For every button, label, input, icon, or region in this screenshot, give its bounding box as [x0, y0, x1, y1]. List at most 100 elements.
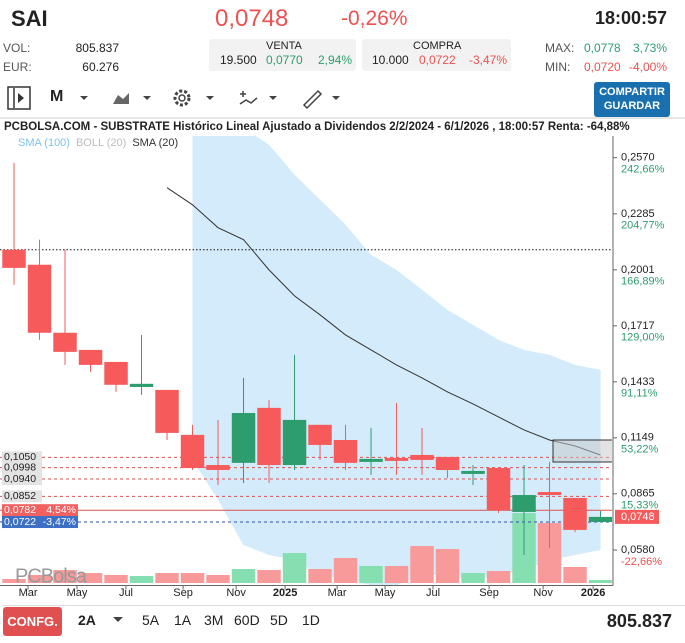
level-label-bg — [2, 451, 42, 464]
order-box — [362, 39, 511, 71]
y-tick-label: 0,1149 — [621, 432, 654, 444]
share-button[interactable]: COMPARTIR GUARDAR — [594, 82, 670, 117]
range[interactable]: 1A — [174, 612, 192, 628]
y2-tick-label: 166,89% — [621, 276, 665, 288]
y-tick-label: 0,2285 — [621, 208, 655, 220]
legend-entry: SMA (20) — [132, 137, 178, 149]
button-text: GUARDAR — [603, 100, 661, 112]
volume-bar — [180, 573, 205, 583]
toolbar-icons[interactable] — [0, 84, 360, 112]
volume-bar — [129, 576, 154, 583]
max: 0,0778 — [584, 41, 621, 55]
y2-tick-label: 91,11% — [621, 388, 658, 400]
candle-body — [563, 497, 587, 530]
volume-bar — [2, 579, 26, 583]
y2-tick-label: 129,00% — [621, 332, 665, 344]
button-text: COMPARTIR — [599, 86, 665, 98]
annotation-box — [552, 439, 612, 463]
candle-body — [257, 407, 281, 466]
y-tick-label: 0,1717 — [621, 320, 655, 332]
level-label-bg — [2, 504, 78, 517]
vol-label: VOL: — [3, 41, 31, 55]
volume-bar — [155, 573, 179, 583]
candle-body — [308, 424, 332, 445]
level-label-bg — [2, 473, 42, 486]
max-pct: 3,73% — [632, 41, 667, 55]
level-label-bg — [2, 490, 42, 503]
level-label-bg — [2, 516, 78, 529]
order-title: COMPRA — [413, 40, 462, 52]
vol: 805.837 — [75, 41, 119, 55]
volume-bar — [282, 553, 307, 583]
time: 18:00:57 — [594, 8, 667, 28]
candle-body — [588, 516, 612, 523]
footer-volume: 805.837 — [606, 611, 672, 631]
period[interactable]: M — [50, 88, 64, 105]
candle-body — [333, 440, 358, 463]
min-pct: -4,00% — [628, 60, 667, 74]
order-price: 0,0770 — [266, 53, 303, 67]
x-tick-label: Jul — [426, 587, 440, 599]
order-qty: 10.000 — [372, 53, 409, 67]
volume-bar — [537, 523, 562, 583]
range[interactable]: 3M — [204, 612, 224, 628]
candle-body — [384, 457, 409, 461]
x-tick-label: Nov — [226, 587, 246, 599]
max-label: MAX: — [545, 41, 575, 55]
candle-body — [282, 419, 307, 466]
eur-label: EUR: — [3, 60, 32, 74]
range[interactable]: 5A — [142, 612, 160, 628]
order-box — [209, 39, 356, 71]
candle-body — [435, 456, 460, 470]
config-button[interactable]: CONFG. — [3, 607, 62, 636]
candle-body — [180, 434, 205, 468]
candle-body — [461, 470, 485, 474]
level-pct-label: 4,54% — [46, 504, 76, 516]
level-label: 0,0782 — [4, 504, 36, 516]
volume-bar — [384, 566, 409, 583]
range[interactable]: 5D — [270, 612, 288, 628]
volume-bar — [588, 580, 612, 583]
order-qty: 19.500 — [220, 53, 257, 67]
level-label: 0,1050 — [4, 451, 36, 463]
volume-bar — [257, 570, 281, 583]
x-tick-label: Sep — [479, 587, 499, 599]
legend-entry: BOLL (20) — [76, 137, 126, 149]
candle-body — [27, 264, 52, 333]
level-label: 0,0940 — [4, 473, 36, 485]
x-tick-label: May — [375, 587, 396, 599]
caret[interactable] — [113, 616, 123, 624]
last-price-bg — [615, 509, 659, 524]
x-tick-label: Mar — [19, 587, 38, 599]
level-pct-label: -3,47% — [43, 516, 76, 528]
range[interactable]: 2A — [78, 612, 96, 628]
last-price-label: 0,0748 — [621, 511, 655, 523]
candle-body — [537, 492, 562, 496]
chart-title: PCBOLSA.COM - SUBSTRATE Histórico Lineal… — [4, 121, 630, 133]
min-label: MIN: — [545, 60, 571, 74]
y2-tick-label: 242,66% — [621, 164, 665, 176]
change: -0,26% — [341, 7, 408, 30]
volume-bar — [53, 570, 77, 583]
price: 0,0748 — [215, 5, 289, 32]
volume-bar — [104, 575, 128, 583]
watermark: PCBolsa — [15, 565, 88, 587]
volume-bar — [308, 569, 332, 583]
x-tick-label: Jul — [119, 587, 133, 599]
candle-body — [206, 465, 230, 470]
volume-bar — [486, 571, 511, 583]
x-tick-label: May — [67, 587, 88, 599]
x-tick-label: 2025 — [273, 587, 297, 599]
volume-bar — [563, 567, 587, 583]
x-tick-label: Nov — [533, 587, 553, 599]
candle-body — [359, 458, 383, 462]
range[interactable]: 1D — [302, 612, 320, 628]
range[interactable]: 60D — [234, 612, 260, 628]
y-tick-label: 0,2001 — [621, 264, 655, 276]
candle-body — [53, 332, 77, 352]
candle-body — [486, 467, 511, 510]
bollinger-band — [192, 136, 601, 586]
volume-bar — [27, 575, 52, 583]
